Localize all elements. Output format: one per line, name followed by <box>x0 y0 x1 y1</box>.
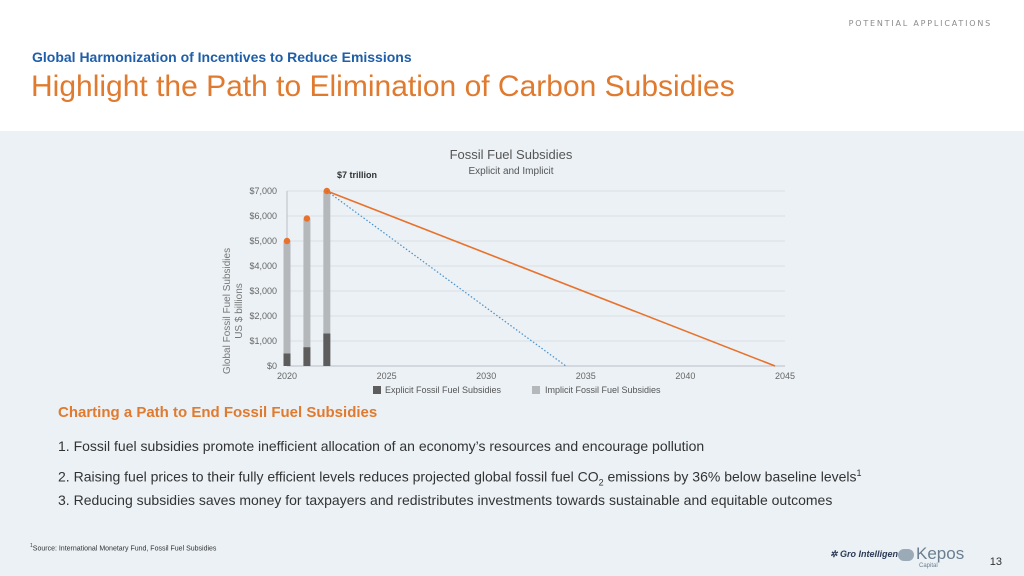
accelerated-path-line <box>326 190 567 367</box>
y-tick-label: $2,000 <box>249 311 277 321</box>
legend-label-explicit: Explicit Fossil Fuel Subsidies <box>385 385 502 395</box>
section-tag: POTENTIAL APPLICATIONS <box>848 19 992 28</box>
bars <box>283 187 331 366</box>
legend: Explicit Fossil Fuel Subsidies Implicit … <box>373 385 661 395</box>
footnote: 1Source: International Monetary Fund, Fo… <box>30 543 216 552</box>
item-subscript: 2 <box>598 477 604 488</box>
list-item: 3. Reducing subsidies saves money for ta… <box>58 491 862 518</box>
gro-logo-text: Gro Intelligence <box>840 549 909 559</box>
implicit-bar <box>323 191 331 366</box>
subsidies-chart: Fossil Fuel Subsidies Explicit and Impli… <box>222 147 795 395</box>
chart-annotation: $7 trillion <box>337 170 377 180</box>
item-number: 1. <box>58 438 70 454</box>
page-number: 13 <box>989 556 1002 568</box>
implicit-bar <box>303 218 311 366</box>
chart-title: Fossil Fuel Subsidies <box>450 147 573 162</box>
gro-intelligence-logo: ✲ Gro Intelligence <box>830 549 909 559</box>
gridlines <box>286 190 785 367</box>
y-ticks: $0 $1,000 $2,000 $3,000 $4,000 $5,000 $6,000 $7… <box>249 186 277 371</box>
explicit-bar <box>323 333 331 366</box>
y-tick-label: $0 <box>267 361 277 371</box>
bar-top-marker <box>283 237 291 245</box>
x-tick-label: 2025 <box>377 371 397 381</box>
projection-lines <box>326 190 776 367</box>
x-tick-label: 2040 <box>675 371 695 381</box>
item-footnote-ref: 1 <box>856 468 862 478</box>
y-tick-label: $4,000 <box>249 261 277 271</box>
footnote-mark: 1 <box>30 543 33 549</box>
kepos-capital-text: Capital <box>919 563 938 569</box>
bullet-list: 1. Fossil fuel subsidies promote ineffic… <box>58 437 862 518</box>
y-tick-label: $6,000 <box>249 211 277 221</box>
x-ticks: 2020 2025 2030 2035 2040 2045 <box>277 371 795 381</box>
item-text: Fossil fuel subsidies promote inefficien… <box>73 438 705 454</box>
content-panel <box>0 131 1024 576</box>
explicit-bar <box>303 347 311 366</box>
y-tick-label: $3,000 <box>249 286 277 296</box>
slide-title: Highlight the Path to Elimination of Car… <box>31 70 735 103</box>
y-tick-label: $5,000 <box>249 236 277 246</box>
legend-swatch-explicit <box>373 386 381 394</box>
x-tick-label: 2045 <box>775 371 795 381</box>
kepos-logo: Kepos <box>898 544 964 564</box>
x-tick-label: 2035 <box>576 371 596 381</box>
elimination-path-line <box>326 190 776 367</box>
implicit-bar <box>283 241 291 366</box>
list-item: 2. Raising fuel prices to their fully ef… <box>58 464 862 491</box>
footnote-text: Source: International Monetary Fund, Fos… <box>32 545 217 553</box>
y-tick-label: $1,000 <box>249 336 277 346</box>
y-axis-label-units: US $ billions <box>234 283 245 339</box>
bar-top-marker <box>323 187 331 195</box>
y-axis-label: Global Fossil Fuel Subsidies <box>222 248 233 374</box>
chart-subtitle: Explicit and Implicit <box>468 166 553 177</box>
bar-top-marker <box>303 215 311 222</box>
legend-label-implicit: Implicit Fossil Fuel Subsidies <box>545 385 661 395</box>
y-tick-label: $7,000 <box>249 186 277 196</box>
item-number: 3. <box>58 492 70 508</box>
kepos-logo-text: Kepos <box>916 544 965 563</box>
kepos-icon <box>898 548 914 561</box>
item-text-cont: emissions by 36% below baseline levels <box>603 468 857 485</box>
item-number: 2. <box>58 468 70 485</box>
explicit-bar <box>283 353 291 366</box>
legend-swatch-implicit <box>532 386 540 394</box>
list-item: 1. Fossil fuel subsidies promote ineffic… <box>58 437 862 464</box>
slide-subtitle: Global Harmonization of Incentives to Re… <box>32 49 412 65</box>
section-heading: Charting a Path to End Fossil Fuel Subsi… <box>58 404 378 421</box>
item-text: Raising fuel prices to their fully effic… <box>73 468 599 485</box>
x-tick-label: 2020 <box>277 371 297 381</box>
item-text: Reducing subsidies saves money for taxpa… <box>73 492 833 508</box>
x-tick-label: 2030 <box>476 371 496 381</box>
